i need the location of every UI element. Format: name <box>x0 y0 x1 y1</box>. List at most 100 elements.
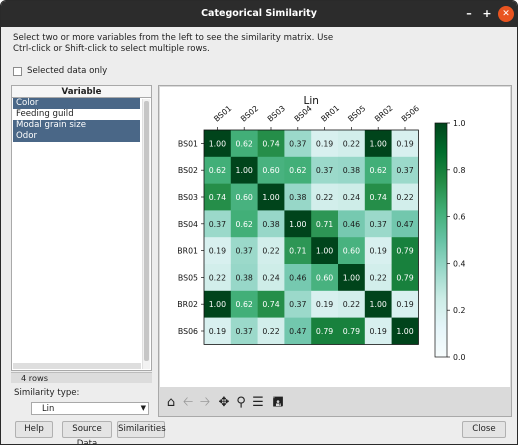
similarities-button[interactable]: Similarities <box>117 421 166 438</box>
selected-data-only-checkbox[interactable] <box>13 66 22 76</box>
heatmap-value-label: 0.37 <box>289 300 306 309</box>
similarity-type-select[interactable]: Lin ▼ <box>31 402 149 415</box>
variable-item-color[interactable]: Color <box>13 98 140 109</box>
variable-list[interactable]: Variable Color Feeding guild Modal grain… <box>11 85 152 371</box>
heatmap-cell <box>338 264 366 292</box>
heatmap-value-label: 0.79 <box>316 327 333 336</box>
variable-list-vertical-scrollbar[interactable] <box>142 99 150 369</box>
heatmap-value-label: 0.37 <box>209 220 226 229</box>
heatmap-cell <box>391 290 419 318</box>
heatmap-value-label: 0.37 <box>236 247 253 256</box>
heatmap-cell <box>230 264 258 292</box>
heatmap-value-label: 1.00 <box>316 247 333 256</box>
heatmap-value-label: 0.37 <box>236 327 253 336</box>
heatmap-cell <box>311 237 339 265</box>
heatmap-cell <box>364 130 392 158</box>
heatmap-cell <box>338 290 366 318</box>
heatmap-cell <box>257 264 285 292</box>
heatmap-value-label: 0.74 <box>262 300 279 309</box>
heatmap-cell <box>391 237 419 265</box>
zoom-icon[interactable]: ⚲ <box>236 395 246 410</box>
colorbar-tick-label: 0.8 <box>453 166 465 175</box>
variable-item-feeding-guild[interactable]: Feeding guild <box>16 109 74 119</box>
heatmap-value-label: 0.74 <box>209 193 226 202</box>
heatmap-value-label: 0.62 <box>209 166 226 175</box>
heatmap-cell <box>311 317 339 345</box>
heatmap-value-label: 1.00 <box>370 300 387 309</box>
forward-arrow-icon[interactable]: 🡢 <box>199 395 211 410</box>
heatmap-value-label: 0.71 <box>289 247 306 256</box>
heatmap-value-label: 0.37 <box>289 139 306 148</box>
variable-list-scroll-thumb[interactable] <box>144 101 149 361</box>
instructions-text: Select two or more variables from the le… <box>13 33 493 54</box>
variable-list-horizontal-scrollbar[interactable] <box>13 363 141 369</box>
heatmap-value-label: 0.24 <box>343 193 360 202</box>
variable-item-odor[interactable]: Odor <box>13 131 140 142</box>
heatmap-cell <box>284 317 312 345</box>
heatmap-cell <box>257 130 285 158</box>
maximize-button[interactable]: + <box>482 7 492 20</box>
pan-icon[interactable]: ✥ <box>218 395 230 410</box>
heatmap-value-label: 0.19 <box>209 327 226 336</box>
source-data-button[interactable]: Source Data <box>62 421 112 444</box>
heatmap-value-label: 0.60 <box>262 166 279 175</box>
plot-toolbar: ⌂ 🡠 🡢 ✥ ⚲ ☰ 🖪 <box>160 390 510 416</box>
heatmap-cell <box>257 290 285 318</box>
heatmap-cell <box>204 183 232 211</box>
close-button[interactable]: Close <box>462 421 506 438</box>
selected-data-only-label: Selected data only <box>27 66 108 76</box>
save-icon[interactable]: 🖪 <box>272 395 284 410</box>
heatmap-value-label: 0.47 <box>396 220 413 229</box>
heatmap-value-label: 0.19 <box>396 139 413 148</box>
heatmap-cell <box>284 264 312 292</box>
row-label: BR02 <box>177 300 198 309</box>
column-label: BR02 <box>373 103 395 123</box>
heatmap-cell <box>230 290 258 318</box>
similarity-type-label: Similarity type: <box>14 388 80 398</box>
heatmap-cell <box>230 237 258 265</box>
colorbar-tick-label: 0.6 <box>453 213 465 222</box>
chevron-down-icon: ▼ <box>140 404 146 412</box>
column-label: BR01 <box>319 103 341 123</box>
back-arrow-icon[interactable]: 🡠 <box>182 395 194 410</box>
heatmap-value-label: 0.79 <box>396 247 413 256</box>
heatmap-cell <box>391 210 419 238</box>
heatmap-cell <box>311 156 339 184</box>
heatmap-value-label: 0.22 <box>262 247 279 256</box>
home-icon[interactable]: ⌂ <box>166 395 176 410</box>
heatmap-value-label: 1.00 <box>262 193 279 202</box>
bottom-button-bar: Help Source Data Similarities Close <box>1 419 517 444</box>
heatmap-value-label: 0.60 <box>316 273 333 282</box>
colorbar <box>434 122 448 358</box>
heatmap-value-label: 0.79 <box>343 327 360 336</box>
close-window-button[interactable]: ✕ <box>498 6 514 22</box>
heatmap-cell <box>257 210 285 238</box>
configure-subplots-icon[interactable]: ☰ <box>252 395 264 410</box>
column-label: BS05 <box>346 104 367 124</box>
heatmap-cell <box>364 156 392 184</box>
heatmap-cell <box>364 290 392 318</box>
heatmap-cell <box>204 130 232 158</box>
plot-panel: Lin 1.00 0.62 0.74 0.37 0.19 0.22 1.00 0.19 0.62 1… <box>158 85 512 417</box>
heatmap-value-label: 1.00 <box>370 139 387 148</box>
heatmap-cell <box>230 183 258 211</box>
heatmap-value-label: 1.00 <box>343 273 360 282</box>
instructions-line-1: Select two or more variables from the le… <box>13 33 334 43</box>
help-button[interactable]: Help <box>15 421 53 438</box>
heatmap-cell <box>391 317 419 345</box>
heatmap-cell <box>391 156 419 184</box>
selected-data-only-option[interactable]: Selected data only <box>13 65 107 77</box>
heatmap-cell <box>338 210 366 238</box>
chart-title: Lin <box>303 95 318 107</box>
variable-item-modal-grain-size[interactable]: Modal grain size <box>13 120 140 131</box>
minimize-button[interactable]: – <box>466 7 472 20</box>
variable-column-header[interactable]: Variable <box>12 86 151 98</box>
heatmap-value-label: 0.22 <box>370 273 387 282</box>
heatmap-cell <box>364 237 392 265</box>
window-title: Categorical Similarity <box>201 8 317 19</box>
heatmap-cell <box>364 264 392 292</box>
heatmap-value-label: 0.22 <box>396 193 413 202</box>
heatmap-cell <box>338 317 366 345</box>
heatmap-cell <box>257 156 285 184</box>
plot-canvas[interactable]: Lin 1.00 0.62 0.74 0.37 0.19 0.22 1.00 0.19 0.62 1… <box>160 87 510 387</box>
